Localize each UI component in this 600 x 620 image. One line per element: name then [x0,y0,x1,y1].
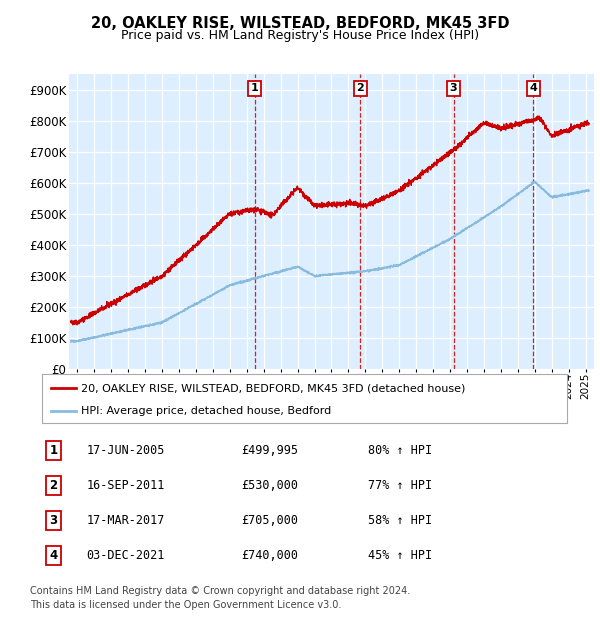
Text: 58% ↑ HPI: 58% ↑ HPI [367,514,431,527]
Text: £740,000: £740,000 [241,549,299,562]
Text: £499,995: £499,995 [241,444,299,457]
Text: 3: 3 [49,514,58,527]
Text: 20, OAKLEY RISE, WILSTEAD, BEDFORD, MK45 3FD (detached house): 20, OAKLEY RISE, WILSTEAD, BEDFORD, MK45… [82,383,466,393]
Text: 45% ↑ HPI: 45% ↑ HPI [367,549,431,562]
Text: £530,000: £530,000 [241,479,299,492]
Text: 17-MAR-2017: 17-MAR-2017 [86,514,165,527]
Text: 1: 1 [49,444,58,457]
Text: 1: 1 [251,83,259,94]
Text: 2: 2 [356,83,364,94]
Text: Price paid vs. HM Land Registry's House Price Index (HPI): Price paid vs. HM Land Registry's House … [121,29,479,42]
Text: 16-SEP-2011: 16-SEP-2011 [86,479,165,492]
Text: HPI: Average price, detached house, Bedford: HPI: Average price, detached house, Bedf… [82,405,332,416]
Text: 4: 4 [49,549,58,562]
Text: 03-DEC-2021: 03-DEC-2021 [86,549,165,562]
Text: 80% ↑ HPI: 80% ↑ HPI [367,444,431,457]
Text: 2: 2 [49,479,58,492]
Text: 17-JUN-2005: 17-JUN-2005 [86,444,165,457]
Text: 4: 4 [529,83,538,94]
Text: 3: 3 [450,83,457,94]
Text: This data is licensed under the Open Government Licence v3.0.: This data is licensed under the Open Gov… [30,600,341,610]
Text: Contains HM Land Registry data © Crown copyright and database right 2024.: Contains HM Land Registry data © Crown c… [30,586,410,596]
Text: 77% ↑ HPI: 77% ↑ HPI [367,479,431,492]
Text: 20, OAKLEY RISE, WILSTEAD, BEDFORD, MK45 3FD: 20, OAKLEY RISE, WILSTEAD, BEDFORD, MK45… [91,16,509,30]
Text: £705,000: £705,000 [241,514,299,527]
